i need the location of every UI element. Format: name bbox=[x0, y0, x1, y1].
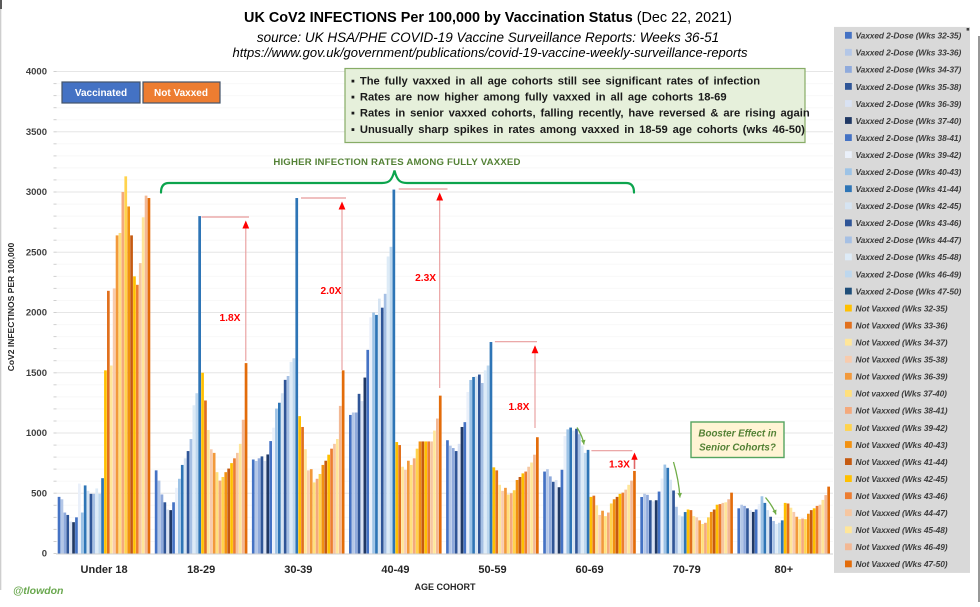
svg-text:Not Vaxxed: Not Vaxxed bbox=[154, 88, 208, 99]
svg-text:Vaccinated: Vaccinated bbox=[75, 88, 127, 99]
svg-text:Vaxxed 2-Dose (Wks 41-44): Vaxxed 2-Dose (Wks 41-44) bbox=[856, 184, 962, 194]
svg-text:3000: 3000 bbox=[26, 187, 47, 198]
svg-text:Vaxxed 2-Dose (Wks 33-36): Vaxxed 2-Dose (Wks 33-36) bbox=[856, 48, 962, 58]
svg-text:▪ Unusually sharp spikes in ra: ▪ Unusually sharp spikes in rates among … bbox=[351, 124, 805, 136]
svg-text:HIGHER INFECTION RATES AMON: HIGHER INFECTION RATES AMONG FULLY VAXXE… bbox=[273, 157, 520, 168]
svg-text:2.3X: 2.3X bbox=[415, 273, 436, 284]
svg-text:60-69: 60-69 bbox=[576, 564, 604, 576]
svg-text:0: 0 bbox=[42, 549, 47, 560]
svg-text:Vaxxed 2-Dose (Wks 32-35): Vaxxed 2-Dose (Wks 32-35) bbox=[856, 31, 962, 41]
svg-text:2000: 2000 bbox=[26, 308, 47, 319]
svg-text:https://www.gov.uk/government/: https://www.gov.uk/government/publicatio… bbox=[233, 45, 748, 60]
svg-text:UK CoV2 INFECTIONS Per 100,000: UK CoV2 INFECTIONS Per 100,000 by Vaccin… bbox=[244, 10, 732, 26]
svg-text:Not Vaxxed (Wks 33-36): Not Vaxxed (Wks 33-36) bbox=[856, 321, 948, 331]
svg-text:Vaxxed 2-Dose (Wks 47-50): Vaxxed 2-Dose (Wks 47-50) bbox=[856, 286, 962, 296]
svg-text:Vaxxed 2-Dose (Wks 35-38): Vaxxed 2-Dose (Wks 35-38) bbox=[856, 82, 962, 92]
svg-text:1000: 1000 bbox=[26, 428, 47, 439]
svg-text:Not Vaxxed (Wks 32-35): Not Vaxxed (Wks 32-35) bbox=[856, 303, 948, 313]
svg-text:Vaxxed 2-Dose (Wks 39-42): Vaxxed 2-Dose (Wks 39-42) bbox=[856, 150, 962, 160]
svg-text:Not Vaxxed (Wks 41-44): Not Vaxxed (Wks 41-44) bbox=[856, 457, 948, 467]
svg-text:Under 18: Under 18 bbox=[81, 564, 128, 576]
svg-text:Not Vaxxed (Wks 42-45): Not Vaxxed (Wks 42-45) bbox=[856, 474, 948, 484]
svg-text:40-49: 40-49 bbox=[381, 564, 409, 576]
svg-text:source: UK HSA/PHE COVID-19: source: UK HSA/PHE COVID-19 Vaccine Surv… bbox=[257, 30, 719, 45]
svg-text:Vaxxed 2-Dose (Wks 44-47): Vaxxed 2-Dose (Wks 44-47) bbox=[856, 235, 962, 245]
svg-text:Vaxxed 2-Dose (Wks 42-45): Vaxxed 2-Dose (Wks 42-45) bbox=[856, 201, 962, 211]
svg-text:Not Vaxxed (Wks 40-43): Not Vaxxed (Wks 40-43) bbox=[856, 440, 948, 450]
svg-text:Not vaxxed (Wks 37-40): Not vaxxed (Wks 37-40) bbox=[856, 389, 948, 399]
svg-text:1.3X: 1.3X bbox=[609, 460, 630, 471]
svg-text:Booster Effect in: Booster Effect in bbox=[698, 429, 776, 440]
svg-text:Vaxxed 2-Dose (Wks 36-39): Vaxxed 2-Dose (Wks 36-39) bbox=[856, 99, 962, 109]
svg-text:Vaxxed 2-Dose (Wks 38-41): Vaxxed 2-Dose (Wks 38-41) bbox=[856, 133, 962, 143]
svg-text:Not Vaxxed (Wks 44-47): Not Vaxxed (Wks 44-47) bbox=[856, 508, 948, 518]
svg-text:3500: 3500 bbox=[26, 127, 47, 138]
svg-text:Not Vaxxed (Wks 47-50): Not Vaxxed (Wks 47-50) bbox=[856, 559, 948, 569]
svg-text:CoV2 INFECTINOS PER 100,000: CoV2 INFECTINOS PER 100,000 bbox=[6, 242, 16, 371]
svg-text:Not Vaxxed (Wks 39-42): Not Vaxxed (Wks 39-42) bbox=[856, 423, 948, 433]
svg-text:70-79: 70-79 bbox=[673, 564, 701, 576]
svg-text:2.0X: 2.0X bbox=[321, 286, 342, 297]
svg-text:18-29: 18-29 bbox=[187, 564, 215, 576]
svg-text:Vaxxed 2-Dose (Wks 40-43): Vaxxed 2-Dose (Wks 40-43) bbox=[856, 167, 962, 177]
svg-text:Not Vaxxed (Wks 43-46): Not Vaxxed (Wks 43-46) bbox=[856, 491, 948, 501]
svg-text:Vaxxed 2-Dose (Wks 43-46): Vaxxed 2-Dose (Wks 43-46) bbox=[856, 218, 962, 228]
svg-text:▪ The fully vaxxed in all age: ▪ The fully vaxxed in all age cohorts st… bbox=[351, 76, 760, 88]
svg-text:▪ Rates in senior vaxxed cohor: ▪ Rates in senior vaxxed cohorts, fallin… bbox=[351, 108, 810, 120]
svg-text:▪ Rates are now higher among f: ▪ Rates are now higher among fully vaxxe… bbox=[351, 92, 727, 104]
svg-text:50-59: 50-59 bbox=[478, 564, 506, 576]
svg-text:Not Vaxxed (Wks 45-48): Not Vaxxed (Wks 45-48) bbox=[856, 525, 948, 535]
svg-text:Not Vaxxed (Wks 36-39): Not Vaxxed (Wks 36-39) bbox=[856, 372, 948, 382]
svg-text:1500: 1500 bbox=[26, 368, 47, 379]
svg-text:Vaxxed 2-Dose (Wks 37-40): Vaxxed 2-Dose (Wks 37-40) bbox=[856, 116, 962, 126]
svg-text:Not Vaxxed (Wks 34-37): Not Vaxxed (Wks 34-37) bbox=[856, 338, 948, 348]
svg-text:500: 500 bbox=[31, 488, 47, 499]
svg-text:Not Vaxxed (Wks 38-41): Not Vaxxed (Wks 38-41) bbox=[856, 406, 948, 416]
svg-text:1.8X: 1.8X bbox=[509, 402, 530, 413]
svg-text:Senior Cohorts?: Senior Cohorts? bbox=[699, 443, 776, 454]
svg-text:4000: 4000 bbox=[26, 67, 47, 78]
svg-text:@tlowdon: @tlowdon bbox=[13, 585, 63, 597]
svg-text:2500: 2500 bbox=[26, 247, 47, 258]
svg-text:Vaxxed 2-Dose (Wks 34-37): Vaxxed 2-Dose (Wks 34-37) bbox=[856, 65, 962, 75]
svg-text:AGE COHORT: AGE COHORT bbox=[414, 582, 476, 592]
svg-text:80+: 80+ bbox=[774, 564, 793, 576]
svg-text:Not Vaxxed (Wks 46-49): Not Vaxxed (Wks 46-49) bbox=[856, 542, 948, 552]
svg-text:Vaxxed 2-Dose (Wks 45-48): Vaxxed 2-Dose (Wks 45-48) bbox=[856, 252, 962, 262]
svg-text:1.8X: 1.8X bbox=[220, 313, 241, 324]
svg-text:Vaxxed 2-Dose (Wks 46-49): Vaxxed 2-Dose (Wks 46-49) bbox=[856, 269, 962, 279]
svg-text:30-39: 30-39 bbox=[284, 564, 312, 576]
svg-text:Not Vaxxed (Wks 35-38): Not Vaxxed (Wks 35-38) bbox=[856, 355, 948, 365]
